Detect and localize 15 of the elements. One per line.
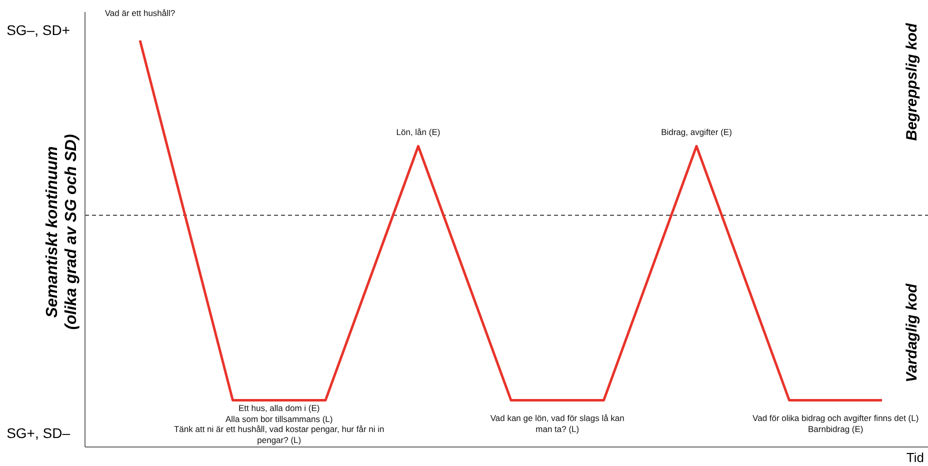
- y-axis-title: Semantiskt kontinuum (olika grad av SG och SD): [43, 134, 81, 330]
- annotation: Vardaglig kod: [904, 284, 920, 382]
- text: Vad är ett hushåll?: [104, 8, 176, 19]
- annotation: Lön, lån (E): [395, 127, 442, 138]
- annotation: Vad kan ge lön, vad för slags lå kan man ta? (L): [490, 413, 625, 434]
- text: SG+, SD–: [6, 425, 70, 441]
- annotation: Barnbidrag (E): [806, 424, 864, 434]
- annotation: Bidrag, avgifter (E): [660, 127, 733, 138]
- text: SG–, SD+: [6, 22, 70, 38]
- annotation: Tänk att ni är ett hushåll, vad kostar pengar, hur får ni in pengar? (L): [172, 424, 386, 446]
- annotation: Vad för olika bidrag och avgifter finns det (L): [752, 413, 920, 424]
- annotation: Alla som bor tillsammans (L): [224, 414, 334, 424]
- annotation: Begreppslig kod: [904, 23, 920, 141]
- annotation: Ett hus, alla dom i (E): [237, 403, 321, 414]
- x-axis-title: Tid: [906, 450, 924, 465]
